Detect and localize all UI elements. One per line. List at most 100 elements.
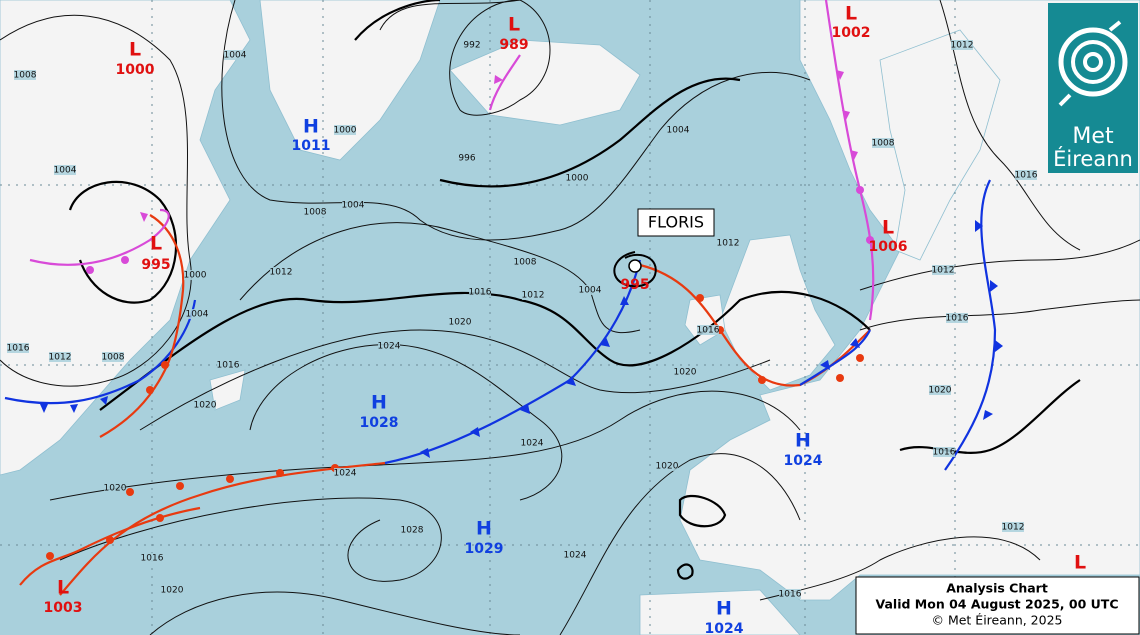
isobar-label-text: 1012 <box>270 268 293 278</box>
isobar-label-bg <box>566 173 588 183</box>
isobar-label-text: 1008 <box>514 258 537 268</box>
isobar-label-bg <box>521 438 543 448</box>
front-symbols-occluded <box>86 70 874 274</box>
isobar-label: 1020 <box>929 385 952 396</box>
isobar-label-bg <box>1015 170 1037 180</box>
isobar-label-bg <box>456 153 478 163</box>
centre-kind: H <box>716 598 732 620</box>
isobar-label-text: 1024 <box>521 439 544 449</box>
isobar-label: 1024 <box>521 438 544 449</box>
centre-pressure: 1000 <box>116 62 155 78</box>
isobar-label-text: 996 <box>458 154 475 164</box>
isobar-label-bg <box>7 343 29 353</box>
isobar-label-text: 1020 <box>449 318 472 328</box>
isobar-label-text: 1000 <box>334 126 357 136</box>
centre-kind: L <box>882 217 894 239</box>
isobar-label: 1016 <box>697 325 720 336</box>
isobar-label-text: 1012 <box>49 353 72 363</box>
isobar-label: 1012 <box>932 265 955 276</box>
info-title: Analysis Chart <box>946 581 1048 596</box>
isobar-label: 1016 <box>141 553 164 564</box>
isobar-label-text: 1004 <box>224 51 247 61</box>
isobar-label-bg <box>270 267 292 277</box>
isobar-label: 1008 <box>514 257 537 268</box>
isobar-label-bg <box>469 287 491 297</box>
centre-kind: H <box>795 430 811 452</box>
isobar-label: 1024 <box>334 468 357 479</box>
isobar-label-bg <box>401 525 423 535</box>
centre-kind: L <box>1074 552 1086 574</box>
isobar-label-text: 1012 <box>1002 523 1025 533</box>
centre-kind: L <box>845 3 857 25</box>
isobar-label-bg <box>951 40 973 50</box>
isobar-label-bg <box>334 468 356 478</box>
storm-name: FLORIS <box>648 213 704 232</box>
isobar-label-bg <box>378 341 400 351</box>
isobar-label-text: 1016 <box>1015 171 1038 181</box>
isobar-label-bg <box>933 447 955 457</box>
isobar-label-bg <box>14 70 36 80</box>
centre-pressure: 1028 <box>360 415 399 431</box>
isobar-label: 1004 <box>667 125 690 136</box>
isobar-label-bg <box>932 265 954 275</box>
isobar-label: 1028 <box>401 525 424 536</box>
centre-kind: L <box>150 233 162 255</box>
centre-pressure: 995 <box>620 277 649 293</box>
isobar-label: 1000 <box>334 125 357 136</box>
pressure-centres: L1000L989L1002H1011L995995L1006H1028H102… <box>44 3 1087 635</box>
isobar-label-text: 1004 <box>579 286 602 296</box>
centre-pressure: 1024 <box>784 453 823 469</box>
isobar-label: 1020 <box>194 400 217 411</box>
logo-line2: Éireann <box>1053 146 1133 171</box>
centre-kind: H <box>303 116 319 138</box>
centre-kind: L <box>129 39 141 61</box>
isobar-label-text: 1020 <box>161 586 184 596</box>
isobar-label-bg <box>667 125 689 135</box>
isobar-label-text: 1012 <box>951 41 974 51</box>
isobar-label: 1004 <box>186 309 209 320</box>
isobar-label-bg <box>461 40 483 50</box>
centre-kind: H <box>476 518 492 540</box>
centre-kind: L <box>57 577 69 599</box>
isobar-label-text: 1016 <box>217 361 240 371</box>
isobar-label-bg <box>161 585 183 595</box>
isobar-label-text: 1016 <box>7 344 30 354</box>
isobar-label-text: 1008 <box>14 71 37 81</box>
isobar-label-bg <box>304 207 326 217</box>
isobar-label: 996 <box>456 153 478 164</box>
storm-marker <box>613 251 657 288</box>
isobar-label: 1012 <box>49 352 72 363</box>
isobar-label-bg <box>929 385 951 395</box>
isobar-label-bg <box>514 257 536 267</box>
centre-pressure: 989 <box>499 37 528 53</box>
centre-kind: L <box>508 14 520 36</box>
isobar-label: 1020 <box>449 317 472 328</box>
isobar-label-bg <box>54 165 76 175</box>
isobar-label-text: 1004 <box>54 166 77 176</box>
isobar-label-bg <box>194 400 216 410</box>
isobar-label-text: 1004 <box>342 201 365 211</box>
isobar-label-bg <box>579 285 601 295</box>
isobar-label-bg <box>104 483 126 493</box>
centre-pressure: 1003 <box>44 600 83 616</box>
info-valid: Valid Mon 04 August 2025, 00 UTC <box>876 597 1119 612</box>
isobar-label-text: 1020 <box>194 401 217 411</box>
isobar-label-bg <box>717 238 739 248</box>
isobar-label: 1004 <box>54 165 77 176</box>
isobar-label: 1012 <box>951 40 974 51</box>
isobar-label-bg <box>141 553 163 563</box>
isobar-label: 1016 <box>946 313 969 324</box>
isobar-label-text: 1012 <box>717 239 740 249</box>
isobar-label-text: 1020 <box>104 484 127 494</box>
isobar-label: 1016 <box>469 287 492 298</box>
isobar-label-text: 1016 <box>469 288 492 298</box>
centre-kind: H <box>371 392 387 414</box>
isobar-label-text: 1020 <box>656 462 679 472</box>
isobar-label: 1004 <box>342 200 365 211</box>
isobar-label-text: 1012 <box>932 266 955 276</box>
isobar-label-text: 1016 <box>141 554 164 564</box>
isobar-label: 1008 <box>14 70 37 81</box>
isobar-label: 1024 <box>564 550 587 561</box>
